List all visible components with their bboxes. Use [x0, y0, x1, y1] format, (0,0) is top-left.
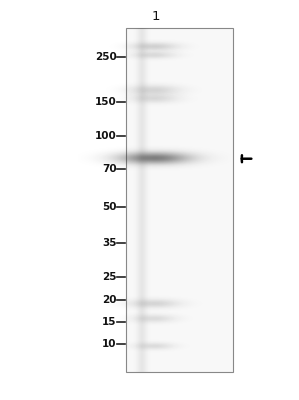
Text: 250: 250 — [95, 52, 117, 62]
Text: 15: 15 — [102, 317, 117, 327]
Text: 10: 10 — [102, 340, 117, 350]
Bar — [126, 28, 233, 372]
Text: 20: 20 — [102, 295, 117, 305]
Text: 25: 25 — [102, 272, 117, 282]
Text: 150: 150 — [95, 97, 117, 107]
Text: 35: 35 — [102, 238, 117, 248]
Text: 100: 100 — [95, 131, 117, 141]
Text: 50: 50 — [102, 202, 117, 212]
Text: 1: 1 — [151, 10, 160, 22]
Text: 70: 70 — [102, 164, 117, 174]
